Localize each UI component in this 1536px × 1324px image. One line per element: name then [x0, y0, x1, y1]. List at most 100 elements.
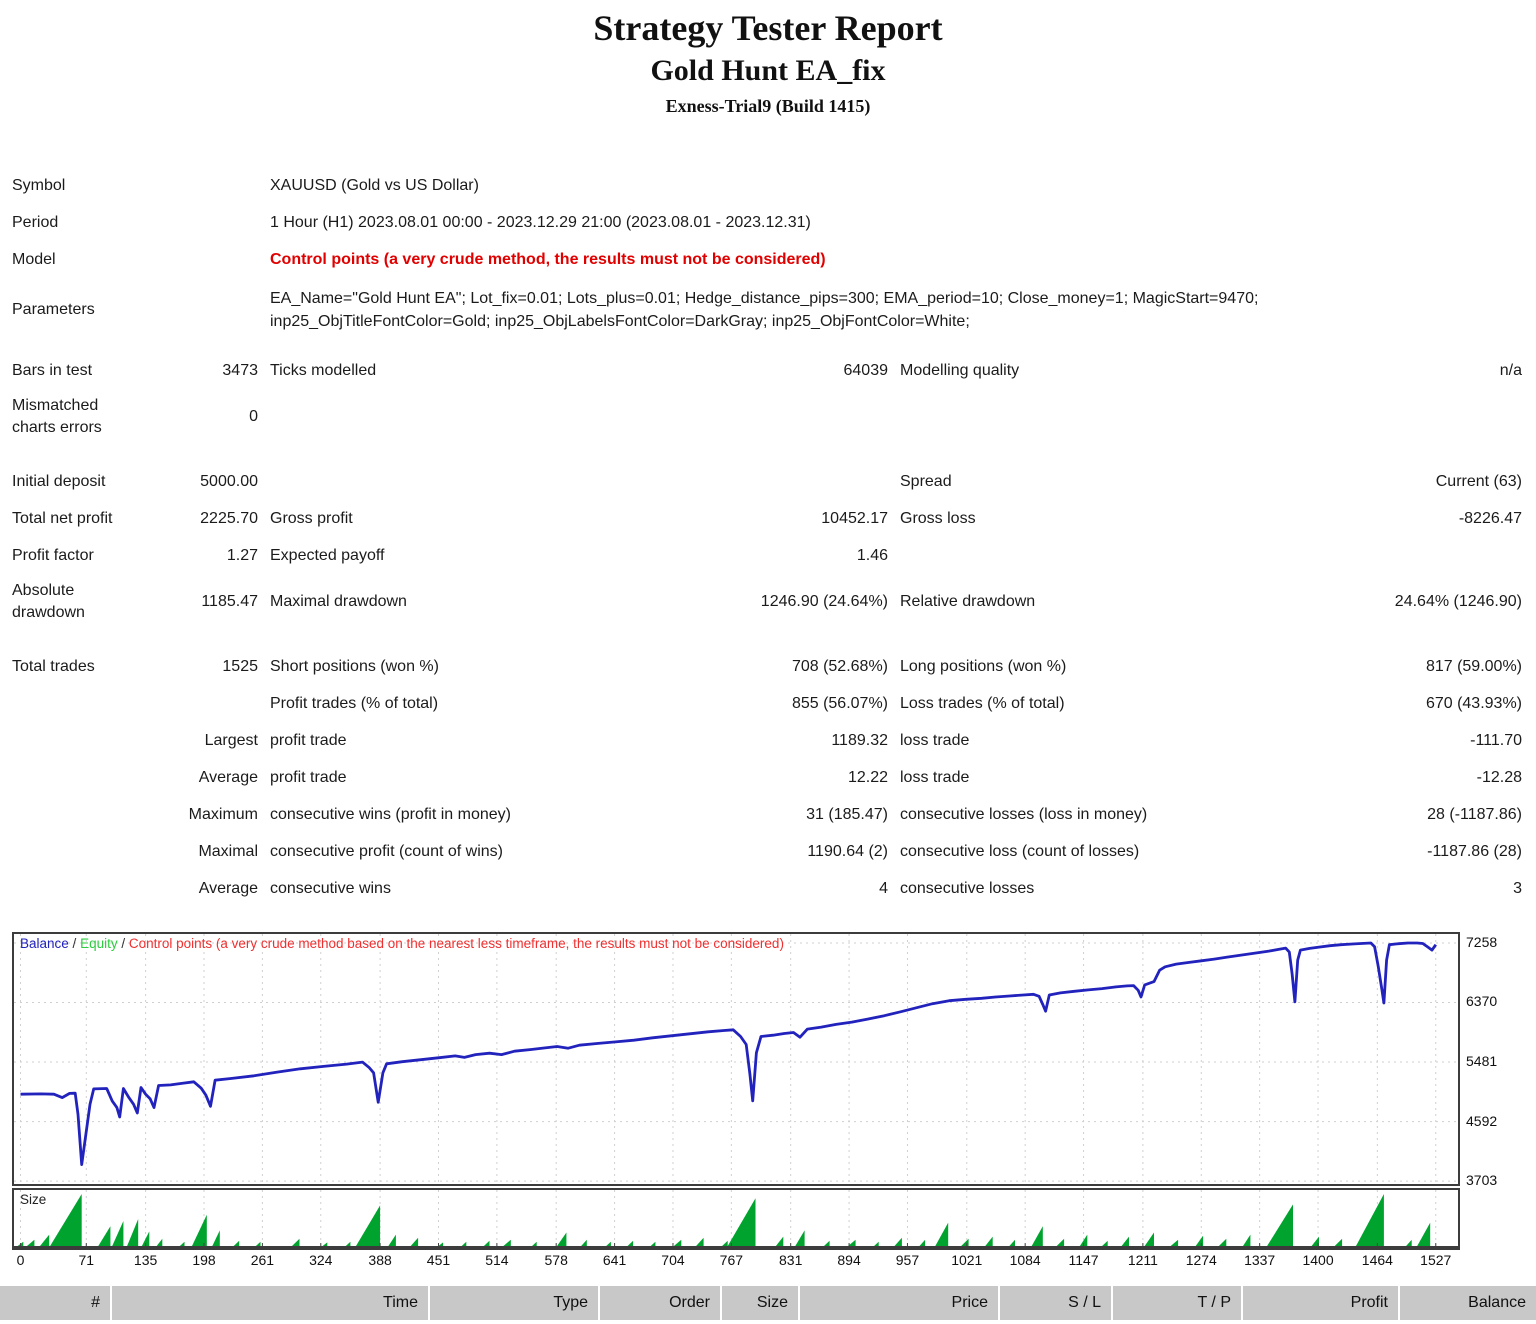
- stats-cell: Maximal: [198, 842, 258, 860]
- stats-cell: Bars in test: [12, 361, 93, 379]
- stats-cell: 1.46: [856, 546, 888, 564]
- size-bar: [935, 1222, 949, 1246]
- stats-cell: consecutive wins: [270, 879, 391, 897]
- info-row: Symbol XAUUSD (Gold vs US Dollar): [0, 167, 1536, 204]
- stats-cell: loss trade: [900, 731, 970, 749]
- stats-row: Profit trades (% of total) 855 (56.07%) Lo…: [0, 685, 1536, 722]
- stats-cell: Profit factor: [12, 546, 94, 564]
- size-bar: [557, 1232, 567, 1246]
- size-bar: [27, 1239, 35, 1246]
- size-bar: [727, 1198, 756, 1246]
- size-bar: [127, 1219, 139, 1246]
- stats-cell: Maximum: [188, 805, 258, 823]
- stats-cell: Maximal drawdown: [270, 593, 407, 610]
- x-axis-label: 578: [544, 1252, 568, 1268]
- stats-row: Average consecutive wins 4 consecutive loss…: [0, 870, 1536, 907]
- x-axis-label: 261: [250, 1252, 275, 1268]
- stats-cell: consecutive wins (profit in money): [270, 805, 511, 823]
- size-bar: [438, 1242, 444, 1246]
- size-bar: [1267, 1204, 1293, 1246]
- size-bar: [874, 1241, 879, 1246]
- legend-separator: /: [68, 936, 81, 951]
- x-axis-label: 135: [133, 1252, 158, 1268]
- balance-chart-plot: [14, 934, 1458, 1184]
- info-value: 1 Hour (H1) 2023.08.01 00:00 - 2023.12.2…: [270, 211, 1536, 234]
- size-bar: [1056, 1238, 1065, 1246]
- stats-cell: Expected payoff: [270, 546, 385, 564]
- info-value-line: 1 Hour (H1) 2023.08.01 00:00 - 2023.12.2…: [270, 214, 811, 231]
- stats-cell: 10452.17: [821, 509, 888, 527]
- stats-row: Absolute drawdown 1185.47 Maximal drawdown…: [0, 574, 1536, 630]
- x-axis-label: 641: [602, 1252, 627, 1268]
- stats-cell: Average: [198, 879, 258, 897]
- stats-row: Largest profit trade 1189.32 loss trade -111…: [0, 722, 1536, 759]
- page-title: Strategy Tester Report: [593, 8, 943, 48]
- x-axis-label: 324: [309, 1252, 333, 1268]
- info-value-line: EA_Name="Gold Hunt EA"; Lot_fix=0.01; Lo…: [270, 290, 1259, 307]
- size-chart: Size: [12, 1188, 1460, 1250]
- size-bar: [532, 1241, 537, 1246]
- table-header-cell: Balance: [1400, 1286, 1536, 1320]
- stats-cell: 31 (185.47): [806, 805, 888, 823]
- stats-row: Total net profit 2225.70 Gross profit 10452…: [0, 500, 1536, 537]
- stats-cell: Total net profit: [12, 509, 113, 527]
- size-bar: [961, 1238, 969, 1246]
- size-bar: [410, 1237, 419, 1246]
- stats-cell: -1187.86 (28): [1427, 842, 1522, 860]
- size-bar: [1121, 1236, 1129, 1246]
- stats-cell: 12.22: [847, 768, 888, 786]
- x-axis-label: 1527: [1420, 1252, 1452, 1268]
- info-section: Symbol XAUUSD (Gold vs US Dollar) Period 1 …: [0, 167, 1536, 342]
- size-bar: [627, 1240, 634, 1246]
- size-bar: [461, 1241, 467, 1246]
- info-value: EA_Name="Gold Hunt EA"; Lot_fix=0.01; Lo…: [270, 287, 1536, 333]
- stats-cell: 3473: [222, 361, 258, 379]
- stats-cell: Long positions (won %): [900, 657, 1067, 675]
- size-bar: [775, 1236, 784, 1246]
- size-bar: [1195, 1235, 1204, 1246]
- stats-cell: Absolute drawdown: [12, 582, 85, 621]
- stats-row: Mismatched charts errors 0: [0, 389, 1536, 445]
- x-axis-label: 1337: [1244, 1252, 1276, 1268]
- x-axis-label: 388: [368, 1252, 392, 1268]
- x-axis-label: 71: [78, 1252, 95, 1268]
- stats-cell: Relative drawdown: [900, 593, 1036, 610]
- size-bar: [1334, 1238, 1343, 1246]
- info-value-line: inp25_ObjTitleFontColor=Gold; inp25_ObjL…: [270, 313, 970, 330]
- x-axis-label: 957: [895, 1252, 920, 1268]
- stats-cell: consecutive losses: [900, 879, 1035, 897]
- x-axis-label: 0: [16, 1252, 25, 1268]
- size-bar: [722, 1240, 728, 1246]
- stats-cell: 5000.00: [200, 472, 258, 490]
- x-axis-label: 894: [837, 1252, 861, 1268]
- stats-cell: profit trade: [270, 768, 347, 786]
- info-value-line: XAUUSD (Gold vs US Dollar): [270, 177, 479, 194]
- size-bar: [1102, 1240, 1108, 1246]
- table-header-cell: #: [0, 1286, 112, 1320]
- server-build: Exness-Trial9 (Build 1415): [665, 96, 871, 116]
- stats-cell: 4: [879, 879, 888, 897]
- size-bar: [483, 1240, 490, 1246]
- size-bar: [192, 1214, 207, 1246]
- stats-row: Bars in test 3473 Ticks modelled 64039 Model…: [0, 352, 1536, 389]
- size-bar: [1031, 1226, 1043, 1246]
- y-axis-label: 5481: [1466, 1053, 1498, 1069]
- x-axis-label: 1211: [1127, 1252, 1158, 1268]
- table-header-cell: Order: [600, 1286, 722, 1320]
- stats-cell: 24.64% (1246.90): [1394, 593, 1522, 610]
- stats-group: Bars in test 3473 Ticks modelled 64039 Model…: [0, 352, 1536, 445]
- stats-cell: loss trade: [900, 768, 970, 786]
- stats-cell: 1246.90 (24.64%): [760, 593, 888, 610]
- size-bar: [919, 1239, 926, 1246]
- stats-cell: Initial deposit: [12, 472, 106, 490]
- stats-cell: 817 (59.00%): [1425, 657, 1522, 675]
- stats-cell: n/a: [1499, 361, 1522, 379]
- info-label: Parameters: [12, 301, 95, 318]
- stats-cell: Loss trades (% of total): [900, 694, 1065, 712]
- size-bar: [581, 1239, 587, 1246]
- stats-cell: -8226.47: [1458, 509, 1522, 527]
- size-bar: [98, 1226, 111, 1246]
- size-bar: [345, 1241, 351, 1246]
- stats-cell: Largest: [204, 731, 258, 749]
- table-header-cell: Profit: [1243, 1286, 1400, 1320]
